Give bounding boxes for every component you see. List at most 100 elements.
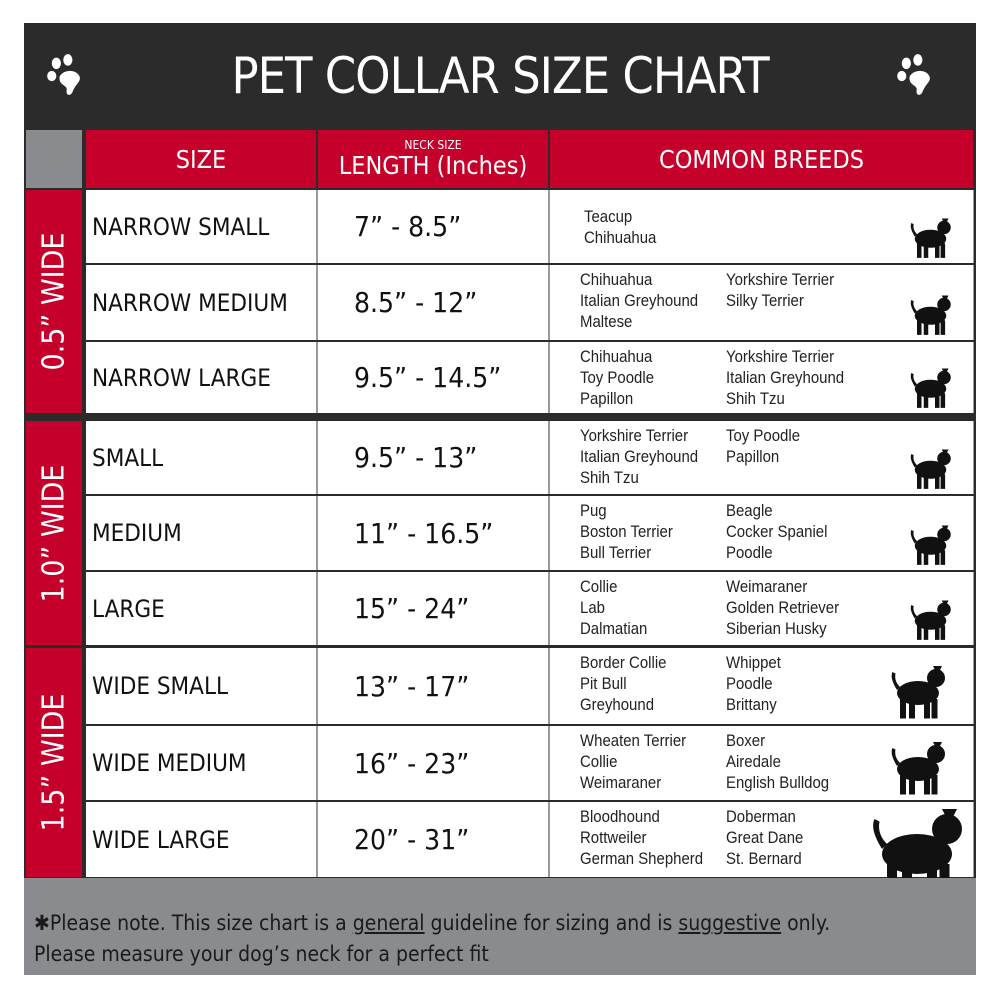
size-label: NARROW MEDIUM	[92, 288, 288, 317]
size-label: NARROW SMALL	[92, 212, 270, 241]
group-label: 1.5” WIDE	[36, 693, 72, 832]
breed-name: Golden Retriever	[726, 598, 840, 617]
length-cell: 9.5” - 13”	[318, 421, 548, 494]
breed-name: Greyhound	[580, 695, 655, 714]
breed-name: Siberian Husky	[726, 619, 827, 638]
breed-name: Pit Bull	[580, 674, 627, 693]
dog-silhouette-icon	[891, 742, 945, 795]
dog-silhouette-icon	[910, 218, 951, 258]
length-cell: 7” - 8.5”	[318, 190, 548, 263]
breeds-list-left: Teacup Chihuahua	[584, 206, 656, 248]
breeds-list-left: Collie Lab Dalmatian	[580, 576, 647, 639]
breed-name: Bull Terrier	[580, 543, 652, 562]
header-breeds-label: COMMON BREEDS	[659, 144, 864, 174]
breed-name: Toy Poodle	[580, 368, 655, 387]
size-label: WIDE MEDIUM	[92, 749, 247, 777]
note-suggestive: suggestive	[678, 911, 782, 935]
table-row: SMALL 9.5” - 13” Yorkshire Terrier Italia…	[86, 421, 974, 494]
length-cell: 9.5” - 14.5”	[318, 342, 548, 413]
breed-name: Wheaten Terrier	[580, 731, 687, 750]
breed-name: Italian Greyhound	[726, 368, 845, 387]
breed-name: Rottweiler	[580, 828, 647, 847]
breed-name: Airedale	[726, 752, 781, 771]
header-length-label: LENGTH (Inches)	[338, 150, 528, 180]
breed-name: Doberman	[726, 807, 796, 826]
size-cell: NARROW SMALL	[86, 190, 316, 263]
length-value: 8.5” - 12”	[354, 286, 478, 319]
table-row: WIDE SMALL 13” - 17” Border Collie Pit Bu…	[86, 648, 974, 724]
breed-name: Italian Greyhound	[580, 447, 699, 466]
breed-name: Boxer	[726, 731, 766, 750]
header-size-label: SIZE	[175, 144, 227, 174]
breeds-list-left: Chihuahua Italian Greyhound Maltese	[580, 269, 698, 332]
length-cell: 15” - 24”	[318, 572, 548, 645]
group-label: 1.0” WIDE	[36, 464, 72, 602]
breed-name: Brittany	[726, 695, 777, 714]
breed-name: Poodle	[726, 543, 773, 562]
length-cell: 16” - 23”	[318, 726, 548, 800]
length-value: 13” - 17”	[354, 669, 470, 703]
breed-name: Pug	[580, 501, 607, 520]
breeds-list-right: Boxer Airedale English Bulldog	[726, 730, 829, 793]
length-value: 7” - 8.5”	[354, 210, 462, 243]
size-cell: WIDE MEDIUM	[86, 726, 316, 800]
breed-name: Maltese	[580, 312, 633, 331]
length-value: 16” - 23”	[354, 746, 470, 780]
table-row: LARGE 15” - 24” Collie Lab Dalmatian Weima…	[86, 572, 974, 645]
breeds-cell: Collie Lab Dalmatian Weimaraner Golden Retr…	[550, 572, 973, 645]
breed-name: Yorkshire Terrier	[726, 347, 835, 366]
header-size: SIZE	[86, 130, 316, 188]
group-label: 0.5” WIDE	[36, 232, 72, 371]
note-general: general	[352, 911, 425, 935]
breeds-list-left: Pug Boston Terrier Bull Terrier	[580, 500, 673, 563]
footer-note: ✱Please note. This size chart is a gener…	[24, 878, 976, 975]
breeds-list-left: Yorkshire Terrier Italian Greyhound Shih T…	[580, 425, 698, 488]
breed-name: Yorkshire Terrier	[726, 270, 835, 289]
breed-name: Silky Terrier	[726, 291, 804, 310]
breeds-cell: Bloodhound Rottweiler German Shepherd Dobe…	[550, 802, 973, 897]
breed-name: Weimaraner	[580, 773, 662, 792]
breed-name: Lab	[580, 598, 605, 617]
breeds-list-right: Weimaraner Golden Retriever Siberian Husky	[726, 576, 839, 639]
breed-name: Boston Terrier	[580, 522, 673, 541]
breeds-list-right: Whippet Poodle Brittany	[726, 652, 781, 715]
table-row: WIDE MEDIUM 16” - 23” Wheaten Terrier Col…	[86, 726, 974, 800]
dog-silhouette-icon	[910, 295, 951, 335]
breeds-cell: Teacup Chihuahua	[550, 190, 973, 263]
breed-name: Great Dane	[726, 828, 804, 847]
dog-silhouette-icon	[910, 449, 951, 489]
note-line2: Please measure your dog’s neck for a per…	[34, 942, 489, 966]
length-value: 20” - 31”	[354, 823, 470, 856]
breed-name: Shih Tzu	[726, 389, 785, 408]
table-row: MEDIUM 11” - 16.5” Pug Boston Terrier Bull…	[86, 496, 974, 570]
breed-name: Shih Tzu	[580, 468, 639, 487]
table-row: NARROW SMALL 7” - 8.5” Teacup Chihuahua	[86, 190, 974, 263]
length-value: 9.5” - 14.5”	[354, 361, 502, 394]
breeds-list-right: Beagle Cocker Spaniel Poodle	[726, 500, 827, 563]
breeds-cell: Yorkshire Terrier Italian Greyhound Shih T…	[550, 421, 973, 494]
size-cell: MEDIUM	[86, 496, 316, 570]
breed-name: Bloodhound	[580, 807, 660, 826]
size-cell: LARGE	[86, 572, 316, 645]
dog-silhouette-icon	[891, 666, 945, 719]
breeds-cell: Pug Boston Terrier Bull Terrier Beagle Cock…	[550, 496, 973, 570]
size-label: SMALL	[92, 443, 164, 472]
size-label: NARROW LARGE	[92, 363, 271, 392]
breeds-cell: Chihuahua Italian Greyhound Maltese Yorksh…	[550, 265, 973, 340]
length-value: 15” - 24”	[354, 592, 470, 625]
breed-name: Weimaraner	[726, 577, 808, 596]
breeds-cell: Chihuahua Toy Poodle Papillon Yorkshire Te…	[550, 342, 973, 413]
page-title: PET COLLAR SIZE CHART	[231, 46, 769, 105]
breeds-list-right: Doberman Great Dane St. Bernard	[726, 806, 803, 869]
table-row: WIDE LARGE 20” - 31” Bloodhound Rottweile…	[86, 802, 974, 897]
breed-name: Italian Greyhound	[580, 291, 699, 310]
breeds-list-left: Wheaten Terrier Collie Weimaraner	[580, 730, 686, 793]
size-cell: NARROW LARGE	[86, 342, 316, 413]
group-band: 1.0” WIDE	[26, 421, 82, 645]
breed-name: Dalmatian	[580, 619, 648, 638]
table-row: NARROW MEDIUM 8.5” - 12” Chihuahua Italia…	[86, 265, 974, 340]
breed-name: Border Collie	[580, 653, 667, 672]
dog-silhouette-icon	[910, 525, 951, 565]
breed-name: Poodle	[726, 674, 773, 693]
breeds-list-right: Yorkshire Terrier Silky Terrier	[726, 269, 834, 311]
